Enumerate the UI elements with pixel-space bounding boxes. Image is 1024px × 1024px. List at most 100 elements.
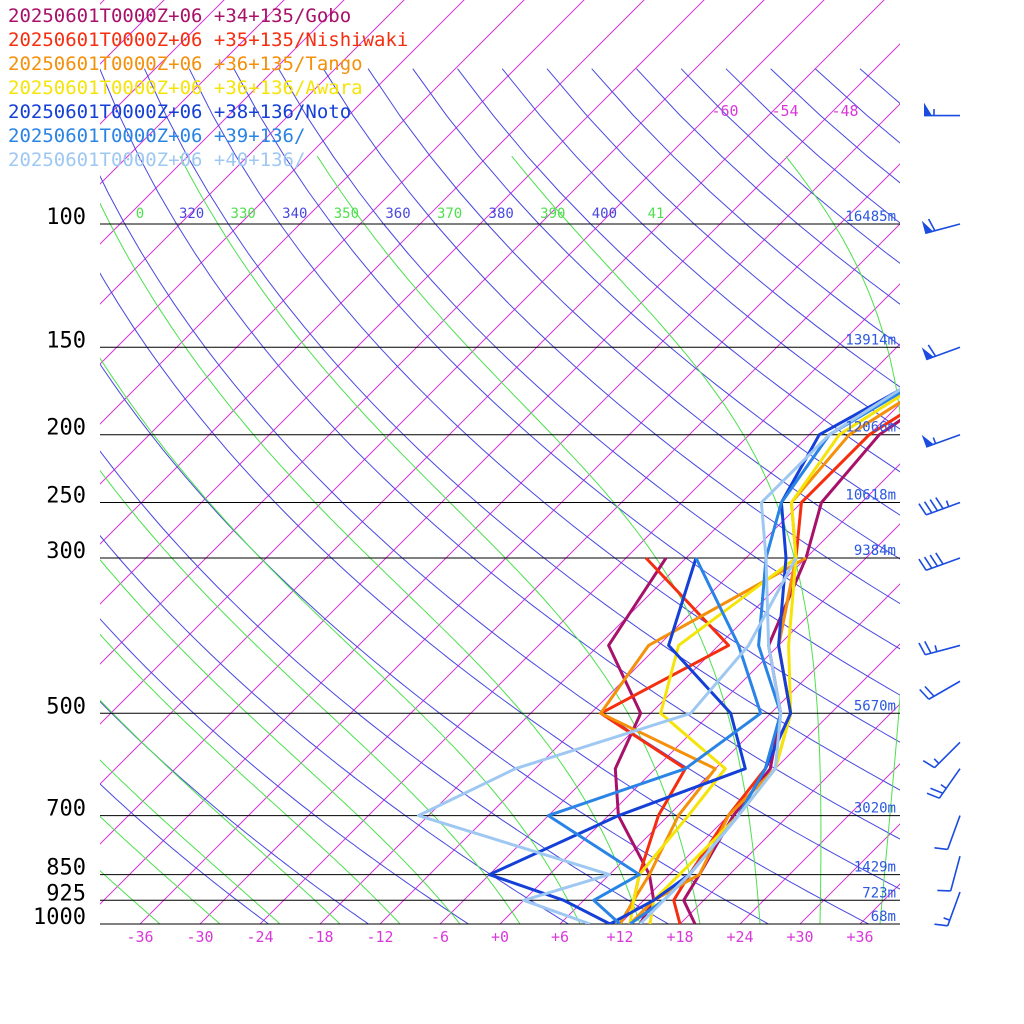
moist-adiabat-line	[179, 155, 701, 924]
wind-barb	[919, 680, 961, 700]
x-tick-label: +24	[726, 928, 753, 946]
pressure-label: 300	[46, 539, 86, 564]
moist-adiabat-line	[100, 815, 221, 924]
legend-entry: 20250601T0000Z+06 +40+136/	[8, 149, 306, 171]
wind-barb-flag	[924, 641, 932, 654]
height-label: 9384m	[854, 543, 896, 559]
dry-adiabat-line	[100, 175, 900, 890]
pressure-label: 250	[46, 484, 86, 509]
wind-barb	[921, 344, 961, 361]
moist-adiabat-line	[100, 559, 461, 924]
dry-adiabat-line	[233, 68, 900, 696]
dry-adiabat-line	[100, 68, 900, 840]
wind-barb-staff	[949, 855, 961, 892]
theta-label: 41	[648, 206, 665, 222]
dry-adiabat-line	[412, 68, 900, 516]
wind-barb-flag	[919, 688, 930, 700]
x-tick-label: +30	[786, 928, 813, 946]
wind-barb-half-flag	[934, 645, 938, 652]
theta-label: 360	[385, 206, 410, 222]
x-tick-label: +6	[551, 928, 569, 946]
wind-barb-flag	[934, 846, 948, 851]
wind-barb	[924, 102, 960, 117]
isotherm-line	[100, 0, 825, 725]
wind-barb-staff	[925, 433, 961, 448]
legend-entry: 20250601T0000Z+06 +39+136/	[8, 125, 306, 147]
theta-label: 390	[540, 206, 565, 222]
theta-label: 350	[334, 206, 359, 222]
wind-barb	[937, 855, 961, 892]
height-label: 10618m	[845, 488, 896, 504]
wind-barb-flag	[924, 685, 935, 697]
wind-barb	[918, 641, 961, 656]
wind-barb-pennant	[921, 434, 934, 448]
wind-barb-half-flag	[940, 783, 947, 790]
isobar-lines	[100, 223, 900, 925]
wind-barb	[918, 552, 961, 572]
isotherm-label: -54	[771, 102, 798, 120]
isotherm-line	[100, 43, 900, 845]
x-tick-label: -6	[431, 928, 449, 946]
dry-adiabat-line	[322, 68, 900, 605]
x-tick-label: -36	[126, 928, 153, 946]
legend-entry: 20250601T0000Z+06 +36+135/Tango	[8, 53, 363, 75]
isotherm-label: -60	[711, 102, 738, 120]
dry-adiabat-line	[100, 783, 269, 924]
dry-adiabat-line	[100, 272, 869, 924]
height-label: 1429m	[854, 860, 896, 876]
isotherm-line	[499, 523, 900, 924]
x-tick-label: +36	[846, 928, 873, 946]
wind-barb-flag	[918, 642, 926, 656]
isotherm-line	[100, 103, 900, 905]
theta-label: 400	[592, 206, 617, 222]
wind-barb-pennant	[921, 347, 934, 360]
wind-barb-flag	[923, 501, 933, 514]
isotherm-line	[379, 403, 900, 924]
wind-barb	[922, 741, 961, 769]
pressure-label: 200	[46, 416, 86, 441]
x-tick-label: -12	[366, 928, 393, 946]
isotherm-line	[100, 0, 705, 605]
theta-label: 340	[282, 206, 307, 222]
wind-barb-flag	[927, 218, 936, 232]
moist-adiabat-line	[785, 155, 900, 924]
moist-adiabat-line	[100, 759, 281, 924]
isotherm-line	[259, 283, 900, 924]
isotherm-line	[439, 463, 900, 924]
wind-barb-flag	[922, 759, 935, 769]
wind-barb-flag	[926, 792, 940, 799]
moist-adiabat-line	[100, 633, 401, 924]
height-label: 12066m	[845, 420, 896, 436]
theta-label: 380	[489, 206, 514, 222]
wind-barb-half-flag	[932, 437, 937, 444]
theta-label: 0	[136, 206, 144, 222]
wind-barb	[934, 891, 961, 927]
wind-barb-pennant	[921, 220, 933, 234]
height-label: 3020m	[854, 801, 896, 817]
dry-adiabat-line	[278, 68, 900, 650]
x-tick-label: +12	[606, 928, 633, 946]
isotherm-label: -48	[831, 102, 858, 120]
pressure-label: 500	[46, 694, 86, 719]
x-tick-label: -18	[306, 928, 333, 946]
wind-barb	[926, 768, 961, 799]
theta-label: 320	[179, 206, 204, 222]
wind-barb-flag	[935, 552, 944, 565]
legend-entry: 20250601T0000Z+06 +34+135/Gobo	[8, 5, 352, 27]
dewpoint-profile-line	[628, 556, 797, 924]
wind-barb-flag	[935, 497, 944, 510]
wind-barb-flag	[918, 503, 927, 516]
moist-adiabat-line	[316, 155, 761, 924]
moist-adiabat-line	[511, 155, 822, 924]
wind-barb-flag	[929, 499, 939, 512]
isotherm-line	[139, 163, 900, 924]
moist-adiabat-line	[100, 357, 581, 924]
temperature-profile-line	[628, 400, 900, 924]
dry-adiabat-line	[188, 68, 900, 743]
wind-barb-half-flag	[943, 917, 951, 921]
isotherm-line	[100, 0, 885, 785]
isotherm-line	[559, 583, 900, 924]
height-label: 68m	[871, 909, 896, 925]
isotherm-line	[100, 0, 765, 665]
